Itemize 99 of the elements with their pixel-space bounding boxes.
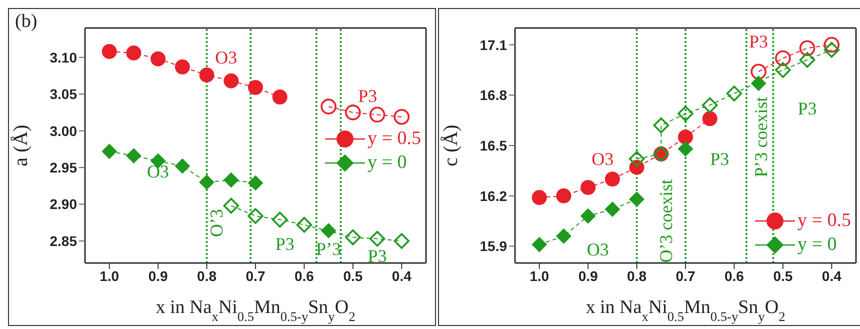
- point: [126, 148, 142, 164]
- x-tick-label: 0.7: [246, 268, 266, 284]
- point: [580, 180, 596, 195]
- y-tick-label: 16.5: [480, 137, 508, 154]
- annotation: O3: [586, 240, 609, 260]
- text: x in Na$_{x}$Ni$_{0.5}$Mn$_{0.5-y}$Sn$_{y}$O$_{2}$: [156, 297, 356, 324]
- x-tick-label: 0.5: [773, 268, 793, 284]
- point: [320, 98, 336, 114]
- point: [224, 73, 239, 88]
- point: [702, 111, 718, 126]
- point: [751, 76, 766, 91]
- text: (b): [15, 11, 38, 33]
- point: [629, 192, 644, 207]
- point: [678, 130, 693, 145]
- x-tick-label: 0.9: [578, 268, 598, 284]
- point: [174, 158, 190, 174]
- point: [199, 174, 214, 190]
- x-tick-label: 0.7: [676, 268, 696, 284]
- y-tick-label: 2.95: [50, 160, 78, 176]
- annotation: P3: [710, 148, 730, 169]
- annotation: P’3: [316, 238, 341, 259]
- point: [799, 40, 816, 56]
- y-tick-label: 3.00: [50, 122, 78, 139]
- point: [272, 212, 288, 228]
- point: [532, 190, 547, 206]
- legend-label: y = 0: [368, 151, 407, 175]
- point: [345, 104, 361, 120]
- point: [126, 45, 142, 60]
- point: [321, 223, 336, 238]
- annotation: O’3: [206, 209, 227, 238]
- annotation: P3: [798, 98, 817, 119]
- x-tick-label: 0.6: [294, 268, 314, 284]
- x-tick-label: 1.0: [100, 268, 120, 284]
- x-tick-label: 0.4: [392, 268, 412, 284]
- y-tick-label: 16.8: [480, 87, 508, 104]
- point: [653, 117, 670, 134]
- point: [678, 141, 693, 156]
- point: [556, 188, 572, 204]
- text: x in Na$_{x}$Ni$_{0.5}$Mn$_{0.5-y}$Sn$_{y}$O$_{2}$: [586, 297, 786, 324]
- point: [726, 86, 742, 102]
- annotation: O3: [215, 47, 238, 68]
- point: [369, 230, 386, 247]
- x-tick-label: 0.9: [148, 268, 168, 284]
- point: [248, 80, 263, 95]
- point: [628, 151, 645, 167]
- point: [102, 44, 117, 59]
- point: [799, 52, 816, 68]
- point: [248, 208, 264, 224]
- annotation: P3: [358, 86, 378, 106]
- annotation: P3: [275, 234, 294, 254]
- x-tick-label: 1.0: [530, 268, 550, 284]
- point: [775, 62, 791, 78]
- y-tick-label: 15.9: [480, 238, 508, 254]
- point: [580, 208, 596, 224]
- point: [223, 198, 240, 214]
- point: [604, 172, 620, 187]
- y-tick-label: 3.05: [50, 86, 78, 102]
- point: [224, 172, 239, 188]
- point: [532, 237, 547, 252]
- point: [775, 50, 791, 66]
- point: [604, 202, 620, 217]
- x-tick-label: 0.6: [724, 268, 744, 284]
- point: [369, 106, 386, 123]
- point: [678, 106, 694, 122]
- y-axis-title: a (Å): [10, 124, 32, 166]
- x-tick-label: 0.5: [343, 268, 363, 284]
- point: [174, 59, 190, 74]
- point: [272, 90, 288, 105]
- point: [750, 64, 766, 80]
- y-tick-label: 16.2: [480, 188, 508, 204]
- annotation: O’3 coexist: [656, 179, 676, 263]
- point: [394, 108, 410, 125]
- point: [102, 144, 117, 159]
- annotation: P’3 coexist: [750, 96, 771, 178]
- point: [199, 68, 214, 82]
- annotation: O3: [146, 161, 169, 182]
- point: [556, 228, 572, 244]
- y-tick-label: 2.85: [50, 232, 78, 249]
- y-tick-label: 3.10: [50, 49, 78, 66]
- x-tick-label: 0.4: [822, 268, 842, 284]
- annotation: P3: [368, 246, 387, 266]
- point: [824, 36, 840, 53]
- point: [296, 216, 312, 233]
- point: [248, 175, 263, 190]
- legend-label: y = 0.5: [798, 209, 851, 233]
- x-tick-label: 0.8: [627, 268, 647, 284]
- point: [824, 42, 840, 58]
- point: [150, 51, 166, 66]
- x-tick-label: 0.8: [197, 268, 217, 284]
- y-tick-label: 17.1: [480, 36, 508, 53]
- y-tick-label: 2.90: [50, 196, 78, 212]
- point: [702, 97, 718, 114]
- legend-label: y = 0.5: [368, 127, 421, 151]
- point: [394, 233, 410, 249]
- y-axis-title: c (Å): [440, 124, 462, 166]
- annotation: P3: [748, 31, 768, 52]
- annotation: O3: [592, 148, 614, 169]
- legend-label: y = 0: [798, 233, 837, 257]
- point: [345, 229, 361, 246]
